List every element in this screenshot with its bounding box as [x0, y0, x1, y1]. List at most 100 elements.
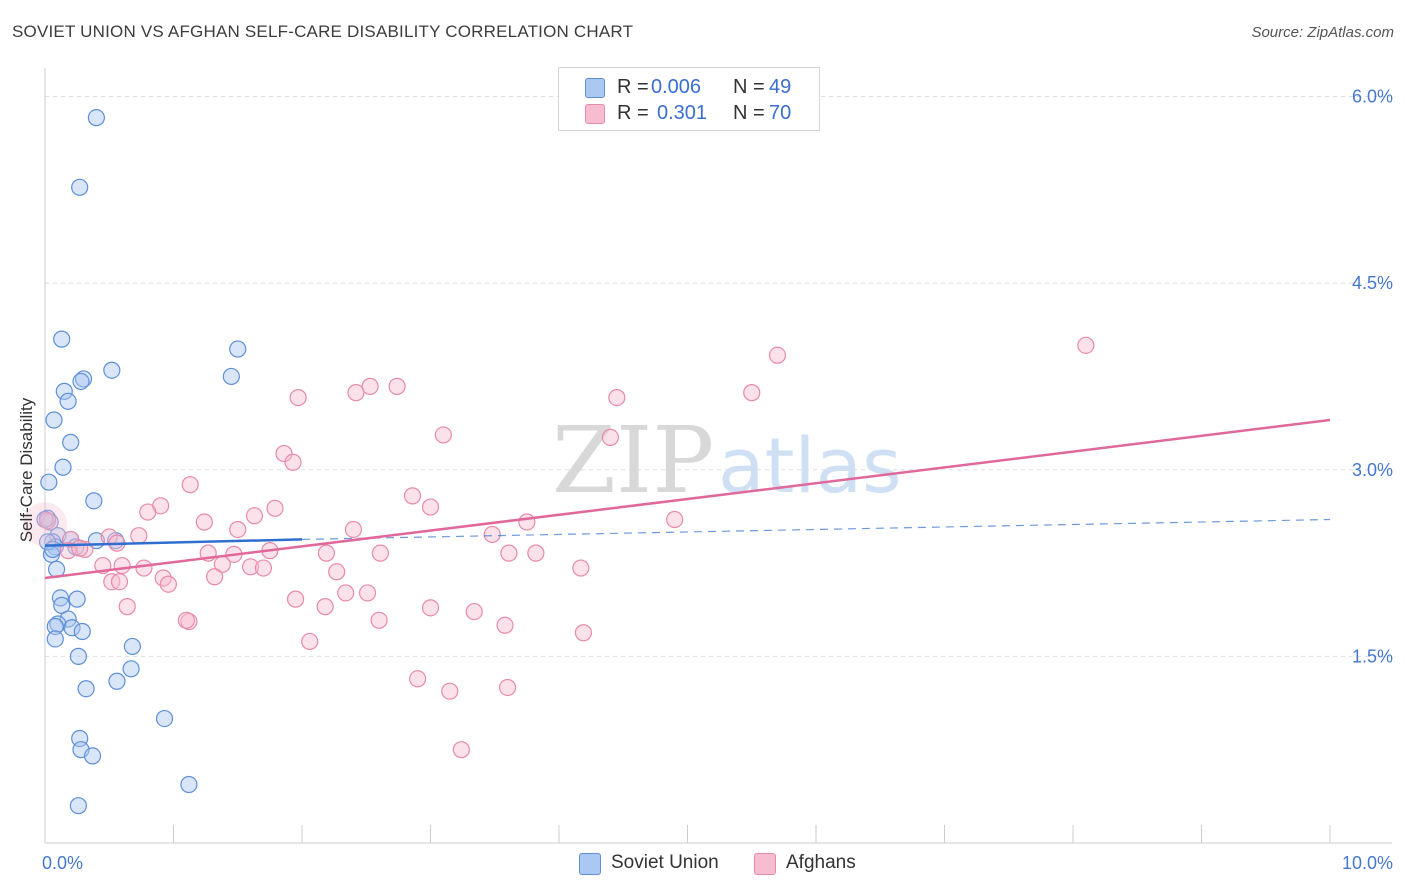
soviet-union-point	[74, 370, 93, 388]
afghans-point	[71, 539, 89, 557]
y-tick-label: 6.0%	[1352, 87, 1393, 107]
legend-label-soviet: Soviet Union	[611, 852, 719, 873]
soviet-union-point	[54, 458, 72, 476]
soviet-union-point	[46, 617, 64, 636]
afghans-point	[289, 388, 307, 407]
afghans-point	[195, 513, 213, 531]
correlation-legend: R = 0.006 N = 49 R = 0.301 N = 70	[558, 67, 820, 131]
soviet-union-point	[73, 622, 91, 641]
tick-labels: 1.5% 3.0% 4.5% 6.0% 0.0% 10.0%	[42, 87, 1393, 874]
soviet-union-trend-line	[44, 538, 303, 547]
soviet-union-point	[69, 797, 88, 815]
afghans-point	[441, 682, 459, 700]
afghans-point	[254, 559, 273, 577]
soviet-union-point	[71, 178, 89, 196]
source-label: Source: ZipAtlas.com	[1251, 24, 1394, 41]
afghans-point	[518, 513, 536, 531]
afghans-point	[601, 428, 620, 447]
afghans-point	[527, 544, 545, 562]
soviet-union-point	[68, 590, 86, 608]
afghans-point	[135, 559, 153, 577]
afghans-point	[483, 525, 501, 544]
legend-swatch-afghan	[585, 104, 605, 124]
afghans-point	[113, 556, 131, 575]
afghans-point	[159, 575, 177, 593]
afghans-point	[275, 444, 293, 463]
afghans-point	[388, 377, 406, 395]
legend-n-label: N =	[733, 102, 765, 124]
afghans-point	[118, 598, 136, 616]
afghans-point	[768, 346, 787, 364]
afghans-point	[301, 632, 319, 651]
afghans-point	[337, 584, 355, 602]
afghans-point	[499, 678, 517, 697]
soviet-union-trend-extension	[301, 518, 1331, 541]
afghans-point	[452, 741, 470, 759]
afghans-point	[666, 510, 684, 529]
chart-title: SOVIET UNION VS AFGHAN SELF-CARE DISABIL…	[12, 22, 634, 41]
afghans-point	[110, 573, 129, 591]
afghans-point	[403, 487, 422, 505]
legend-r-value: 0.301	[657, 102, 708, 124]
afghans-point	[347, 384, 365, 402]
soviet-union-point	[87, 109, 106, 127]
soviet-union-point	[46, 630, 64, 648]
y-axis-label: Self-Care Disability	[17, 397, 36, 543]
afghans-point	[574, 624, 593, 642]
soviet-union-point	[72, 372, 90, 391]
afghans-points	[23, 336, 1095, 759]
legend-n-value: 70	[769, 102, 792, 124]
legend-r-label: R =	[617, 102, 649, 124]
trend-lines	[44, 418, 1331, 580]
legend-r-label: R =	[617, 76, 649, 98]
afghans-point	[316, 598, 334, 616]
afghans-point	[421, 498, 440, 516]
afghans-point	[130, 527, 148, 545]
afghans-point	[500, 544, 518, 562]
afghans-point	[242, 558, 260, 576]
legend-n-label: N =	[733, 76, 765, 98]
x-tick-label: 0.0%	[42, 853, 83, 873]
afghans-point	[62, 530, 80, 549]
afghans-point	[358, 584, 377, 602]
y-tick-label: 1.5%	[1352, 646, 1393, 666]
afghans-cluster-point	[23, 502, 67, 547]
legend-label-afghan: Afghans	[786, 852, 856, 873]
soviet-union-point	[222, 367, 240, 386]
afghans-point	[496, 616, 514, 634]
soviet-union-point	[103, 361, 121, 379]
legend-swatch-soviet	[579, 853, 601, 875]
y-tick-label: 4.5%	[1352, 273, 1393, 293]
afghans-point	[361, 377, 379, 395]
afghans-point	[177, 611, 195, 629]
afghans-point	[344, 520, 362, 539]
afghans-point	[434, 426, 452, 444]
soviet-union-point	[62, 433, 80, 451]
watermark-zip: ZIP	[552, 407, 714, 514]
soviet-union-point	[59, 392, 77, 410]
afghans-point	[206, 568, 224, 586]
afghans-point	[328, 563, 346, 581]
soviet-union-point	[83, 747, 102, 765]
soviet-union-point	[63, 619, 81, 637]
afghans-point	[286, 590, 305, 608]
soviet-union-point	[155, 709, 174, 728]
soviet-union-point	[229, 340, 247, 358]
grid-lines	[45, 96, 1390, 657]
soviet-union-point	[40, 473, 58, 491]
legend-n-value: 49	[769, 76, 792, 98]
soviet-union-point	[53, 330, 71, 348]
afghans-point	[266, 499, 284, 517]
afghans-point	[38, 512, 57, 530]
soviet-union-point	[69, 647, 88, 665]
watermark: ZIP atlas	[552, 407, 902, 514]
soviet-union-point	[122, 660, 140, 678]
soviet-union-point	[45, 411, 63, 429]
afghans-point	[608, 388, 626, 407]
afghans-point	[743, 384, 761, 402]
afghans-point	[465, 602, 483, 621]
afghans-trend-line	[44, 418, 1331, 580]
x-tick-label: 10.0%	[1342, 853, 1393, 873]
y-tick-label: 3.0%	[1352, 460, 1393, 480]
afghans-point	[421, 599, 440, 617]
